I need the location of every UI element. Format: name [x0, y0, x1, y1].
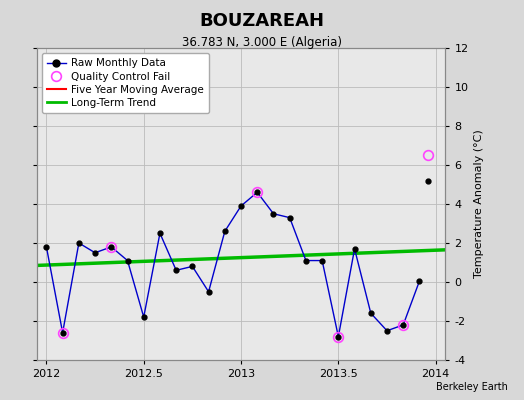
Text: 36.783 N, 3.000 E (Algeria): 36.783 N, 3.000 E (Algeria): [182, 36, 342, 49]
Text: BOUZAREAH: BOUZAREAH: [200, 12, 324, 30]
Y-axis label: Temperature Anomaly (°C): Temperature Anomaly (°C): [474, 130, 484, 278]
Text: Berkeley Earth: Berkeley Earth: [436, 382, 508, 392]
Legend: Raw Monthly Data, Quality Control Fail, Five Year Moving Average, Long-Term Tren: Raw Monthly Data, Quality Control Fail, …: [42, 53, 209, 113]
